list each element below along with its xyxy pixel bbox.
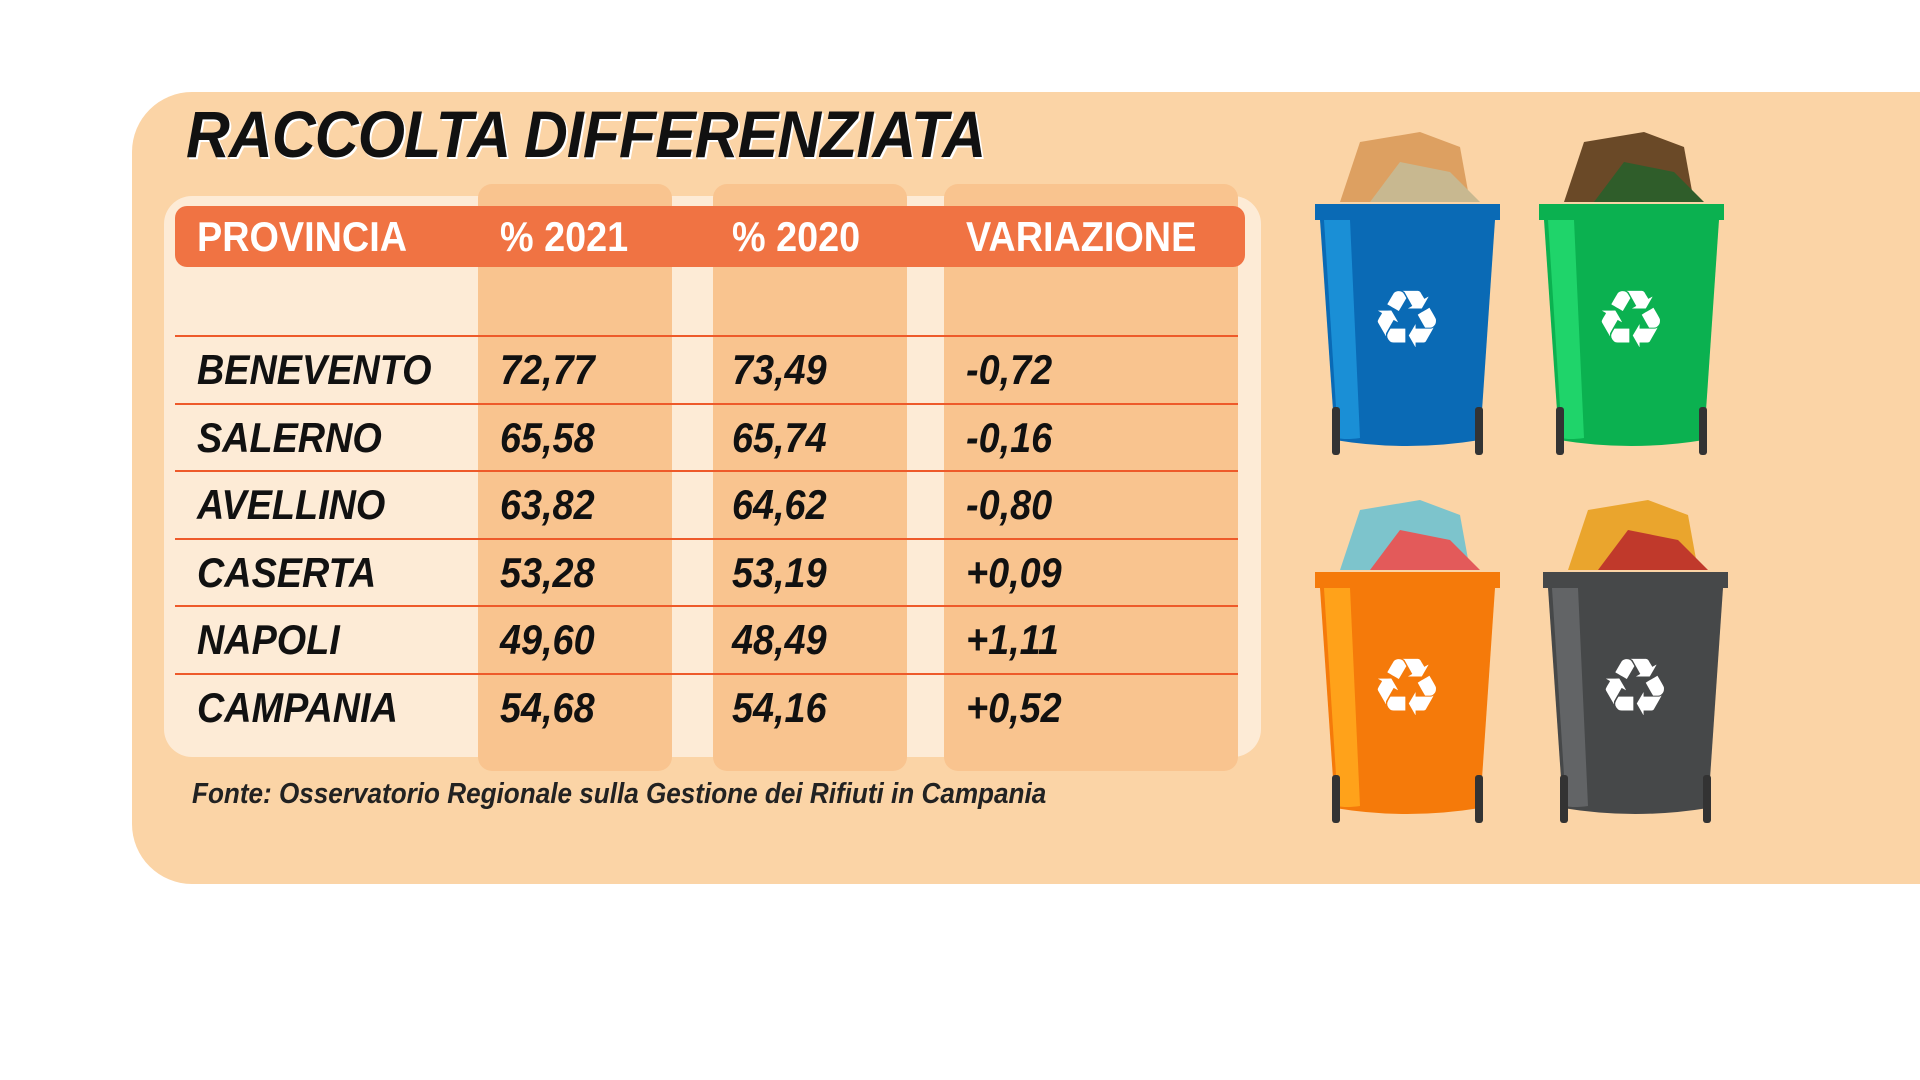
table-header bbox=[175, 206, 1245, 267]
cell-pct-2020: 48,49 bbox=[732, 616, 827, 664]
cell-provincia: CASERTA bbox=[197, 548, 377, 596]
paper-bin-icon: ♻ bbox=[1310, 122, 1505, 462]
header-variazione: VARIAZIONE bbox=[966, 213, 1197, 260]
glass-bin-icon: ♻ bbox=[1534, 122, 1729, 462]
cell-provincia: BENEVENTO bbox=[197, 346, 432, 393]
cell-pct-2020: 64,62 bbox=[732, 481, 827, 529]
row-divider bbox=[175, 335, 1238, 337]
cell-variazione: +0,09 bbox=[966, 548, 1062, 596]
header-2021: % 2021 bbox=[500, 213, 629, 260]
cell-variazione: -0,72 bbox=[966, 346, 1053, 393]
header-2020: % 2020 bbox=[732, 213, 861, 260]
svg-text:♻: ♻ bbox=[1595, 273, 1667, 366]
cell-pct-2021: 53,28 bbox=[500, 548, 595, 596]
cell-provincia: SALERNO bbox=[197, 413, 382, 461]
cell-provincia: NAPOLI bbox=[197, 616, 340, 664]
cell-provincia: CAMPANIA bbox=[197, 684, 398, 731]
cell-pct-2020: 54,16 bbox=[732, 684, 827, 731]
cell-variazione: -0,16 bbox=[966, 413, 1053, 461]
source-note: Fonte: Osservatorio Regionale sulla Gest… bbox=[192, 778, 1047, 810]
organic-bin-icon: ♻ bbox=[1538, 490, 1733, 830]
row-divider bbox=[175, 673, 1238, 675]
cell-pct-2021: 72,77 bbox=[500, 346, 595, 393]
row-divider bbox=[175, 402, 1238, 405]
row-divider bbox=[175, 537, 1238, 540]
svg-text:♻: ♻ bbox=[1371, 641, 1443, 734]
row-divider bbox=[175, 605, 1238, 608]
svg-text:♻: ♻ bbox=[1371, 273, 1443, 366]
cell-variazione: +1,11 bbox=[966, 616, 1059, 664]
cell-variazione: -0,80 bbox=[966, 481, 1053, 529]
cell-pct-2021: 54,68 bbox=[500, 684, 595, 731]
cell-pct-2021: 65,58 bbox=[500, 413, 595, 461]
row-divider bbox=[175, 470, 1238, 473]
cell-pct-2020: 65,74 bbox=[732, 413, 827, 461]
cell-pct-2020: 53,19 bbox=[732, 548, 827, 596]
plastic-bin-icon: ♻ bbox=[1310, 490, 1505, 830]
cell-pct-2020: 73,49 bbox=[732, 346, 827, 393]
header-provincia: PROVINCIA bbox=[197, 213, 408, 260]
page-title: RACCOLTA DIFFERENZIATA bbox=[186, 97, 986, 171]
cell-pct-2021: 63,82 bbox=[500, 481, 595, 529]
svg-text:♻: ♻ bbox=[1599, 641, 1671, 734]
cell-pct-2021: 49,60 bbox=[500, 616, 595, 664]
cell-variazione: +0,52 bbox=[966, 684, 1062, 731]
cell-provincia: AVELLINO bbox=[197, 481, 386, 529]
